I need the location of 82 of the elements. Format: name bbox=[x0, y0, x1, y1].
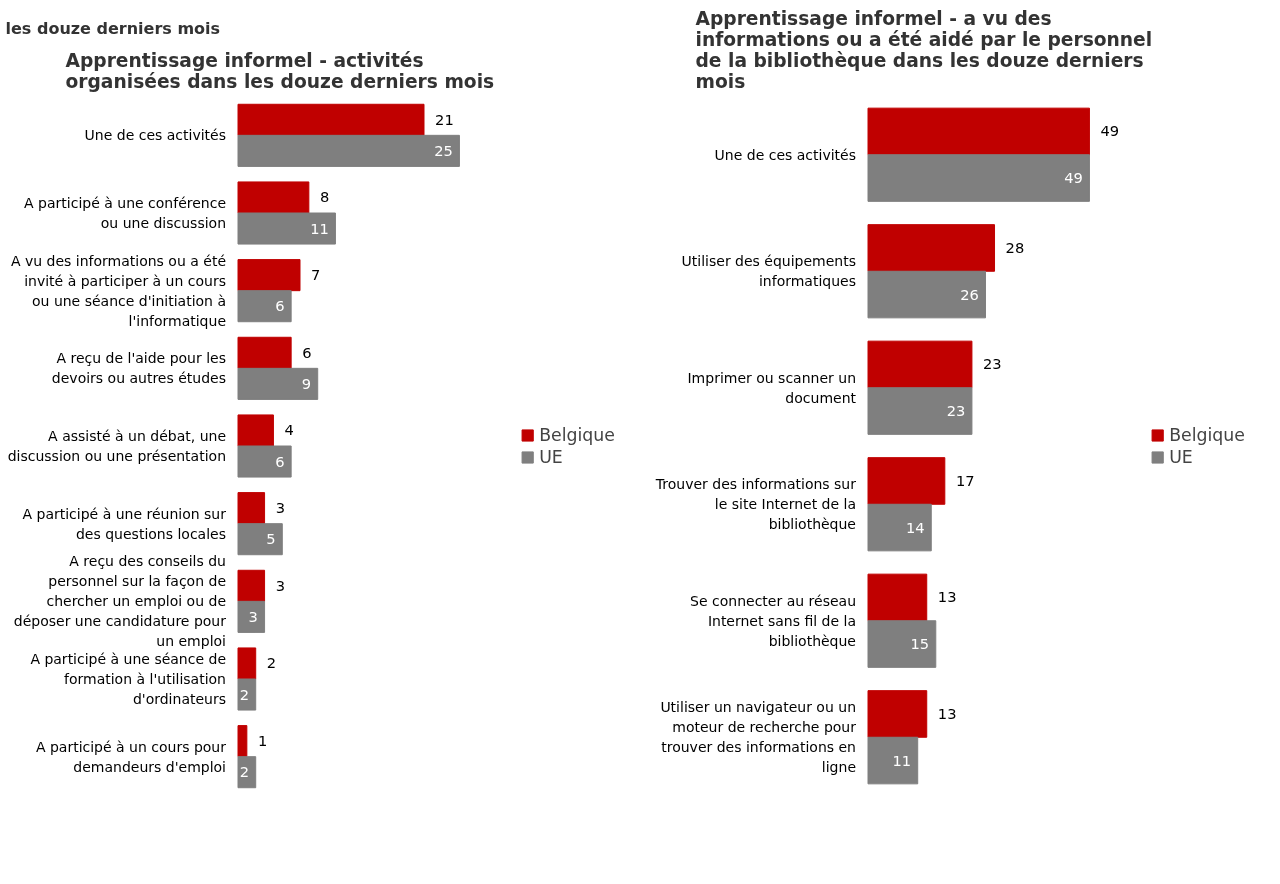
data-label: 49 bbox=[1100, 122, 1120, 140]
data-label: 11 bbox=[892, 751, 912, 769]
data-label: 2 bbox=[266, 654, 277, 672]
bar bbox=[867, 387, 973, 435]
y-tick-label: A vu des informations ou a été invité à participer à un cours ou une séance d'initiation à l'informatique bbox=[10, 252, 227, 329]
y-tick-label: A participé à une conférence ou une discussion bbox=[24, 195, 227, 231]
y-tick-label: A participé à une séance de formation à l'utilisation d'ordinateurs bbox=[30, 651, 227, 707]
legend-label: Belgique bbox=[1169, 424, 1245, 445]
data-label: 17 bbox=[955, 471, 975, 489]
bar bbox=[237, 103, 425, 136]
data-label: 26 bbox=[960, 285, 979, 303]
bar bbox=[237, 523, 283, 556]
legend-label: UE bbox=[1169, 446, 1193, 467]
bar bbox=[237, 492, 266, 525]
y-tick-label: A assisté à un débat, une discussion ou une présentation bbox=[7, 428, 227, 464]
bar bbox=[237, 134, 460, 167]
bar bbox=[867, 224, 996, 272]
bar bbox=[237, 445, 292, 478]
data-label: 15 bbox=[910, 635, 930, 653]
bar bbox=[237, 336, 292, 369]
bar bbox=[867, 620, 937, 668]
data-label: 2 bbox=[239, 685, 250, 703]
data-label: 6 bbox=[302, 343, 312, 361]
data-label: 49 bbox=[1064, 169, 1083, 187]
data-label: 4 bbox=[284, 421, 294, 439]
data-label: 13 bbox=[937, 704, 957, 722]
data-label: 6 bbox=[275, 452, 285, 470]
y-tick-label: Trouver des informations sur le site Internet de la bibliothèque bbox=[654, 476, 857, 533]
data-label: 6 bbox=[275, 297, 285, 315]
data-label: 1 bbox=[257, 732, 268, 750]
y-tick-label: Une de ces activités bbox=[84, 127, 227, 144]
bar bbox=[867, 573, 928, 622]
y-tick-label: A participé à un cours pour demandeurs d'emploi bbox=[35, 738, 227, 775]
bar bbox=[237, 414, 274, 447]
bar bbox=[237, 212, 336, 245]
data-label: 3 bbox=[275, 576, 285, 594]
y-tick-label: Se connecter au réseau Internet sans fil de la bibliothèque bbox=[690, 592, 856, 649]
y-tick-label: A participé à une réunion sur des questions locales bbox=[22, 505, 227, 542]
data-label: 2 bbox=[239, 763, 250, 781]
data-label: 23 bbox=[983, 355, 1002, 373]
bar bbox=[867, 154, 1090, 202]
legend-label: UE bbox=[539, 446, 563, 467]
bar bbox=[237, 600, 266, 633]
data-label: 7 bbox=[311, 266, 321, 284]
bar bbox=[867, 736, 919, 785]
bar bbox=[237, 569, 266, 602]
y-tick-label: Utiliser un navigateur ou un moteur de recherche pour trouver des informations en ligne bbox=[660, 699, 857, 776]
bar bbox=[867, 503, 932, 552]
y-tick-label: A reçu de l'aide pour les devoirs ou autres études bbox=[51, 350, 227, 387]
data-label: 11 bbox=[310, 219, 329, 237]
data-label: 9 bbox=[301, 374, 312, 392]
bar bbox=[867, 457, 946, 505]
data-label: 23 bbox=[946, 402, 966, 420]
y-tick-label: A reçu des conseils du personnel sur la façon de chercher un emploi ou de déposer une candidature pour un emploi bbox=[13, 553, 227, 650]
data-label: 13 bbox=[937, 588, 957, 606]
legend-label: Belgique bbox=[539, 424, 615, 445]
data-label: 28 bbox=[1005, 238, 1025, 256]
bar bbox=[867, 690, 928, 738]
bar bbox=[867, 340, 973, 389]
bar bbox=[237, 725, 248, 758]
data-label: 5 bbox=[266, 530, 276, 548]
data-label: 25 bbox=[434, 141, 453, 159]
bar bbox=[237, 181, 310, 214]
bar bbox=[237, 647, 257, 680]
bar bbox=[237, 756, 257, 789]
bar bbox=[237, 367, 319, 400]
chart-title: Apprentissage informel - activités organisées dans les douze derniers mois bbox=[65, 49, 495, 92]
bar bbox=[237, 290, 292, 323]
data-label: 3 bbox=[248, 607, 258, 625]
data-label: 14 bbox=[905, 518, 925, 536]
data-label: 21 bbox=[435, 110, 454, 128]
bar bbox=[237, 259, 301, 292]
bar bbox=[237, 678, 257, 711]
text: les douze derniers mois bbox=[5, 18, 221, 38]
data-label: 8 bbox=[319, 188, 330, 206]
bar bbox=[867, 107, 1090, 156]
y-tick-label: Utiliser des équipements informatiques bbox=[681, 253, 856, 290]
chart-title: Apprentissage informel - a vu des informations ou a été aidé par le personnel de la bibliothèque dans les douze derniers mois bbox=[695, 7, 1153, 92]
bar bbox=[867, 270, 986, 319]
y-tick-label: Imprimer ou scanner un document bbox=[687, 369, 857, 406]
data-label: 3 bbox=[275, 499, 285, 517]
y-tick-label: Une de ces activités bbox=[714, 146, 857, 163]
